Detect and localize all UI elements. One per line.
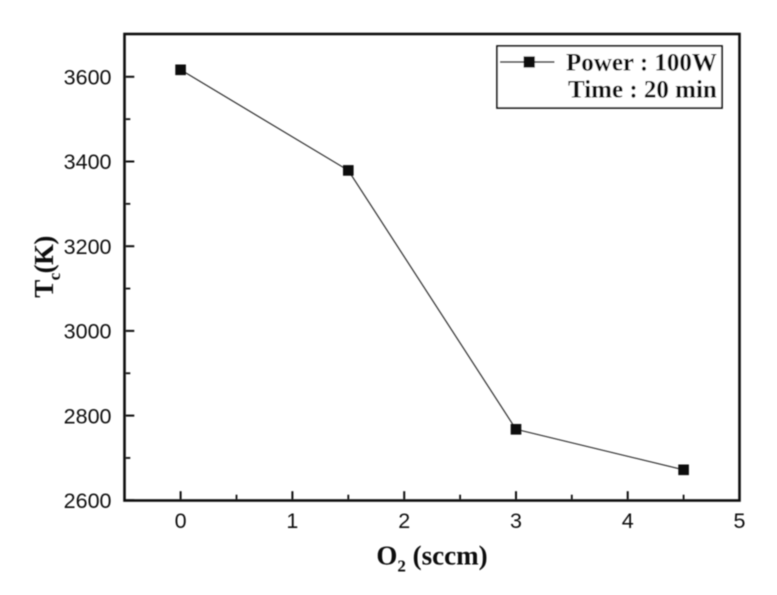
svg-text:Power : 100W: Power : 100W	[566, 49, 717, 76]
svg-text:1: 1	[286, 509, 298, 533]
svg-text:3200: 3200	[64, 235, 112, 259]
svg-text:2600: 2600	[64, 489, 112, 513]
svg-text:3400: 3400	[64, 150, 112, 174]
svg-text:4: 4	[622, 509, 634, 533]
svg-text:5: 5	[734, 509, 746, 533]
svg-text:Time : 20 min: Time : 20 min	[568, 77, 717, 104]
svg-text:2800: 2800	[64, 404, 112, 428]
svg-text:3: 3	[510, 509, 522, 533]
svg-text:3000: 3000	[64, 320, 112, 344]
svg-text:0: 0	[175, 509, 187, 533]
svg-text:O2 (sccm): O2 (sccm)	[376, 541, 487, 576]
svg-text:Tc(K): Tc(K)	[29, 236, 64, 298]
svg-text:2: 2	[398, 509, 410, 533]
svg-text:3600: 3600	[64, 66, 112, 90]
